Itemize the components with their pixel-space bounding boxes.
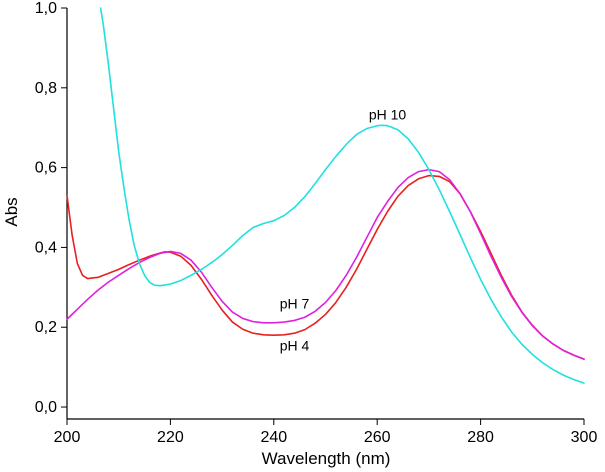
y-tick-label: 0,4 — [35, 239, 57, 256]
series-line-ph10 — [99, 7, 585, 384]
series-layer — [66, 7, 585, 384]
y-axis-ticks: 0,0 0,2 0,4 0,6 0,8 1,0 — [35, 0, 67, 416]
series-line-ph4 — [66, 174, 585, 360]
x-tick-label: 240 — [260, 429, 287, 446]
label-ph7: pH 7 — [280, 295, 310, 311]
label-ph4: pH 4 — [280, 337, 310, 353]
x-axis-ticks: 200 220 240 260 280 300 — [54, 419, 598, 446]
label-ph10: pH 10 — [369, 107, 407, 123]
x-tick-label: 220 — [157, 429, 184, 446]
y-tick-label: 0,2 — [35, 319, 57, 336]
y-tick-label: 1,0 — [35, 0, 57, 17]
x-tick-label: 260 — [364, 429, 391, 446]
axes — [66, 8, 584, 420]
x-tick-label: 280 — [467, 429, 494, 446]
x-axis-title: Wavelength (nm) — [262, 449, 391, 468]
y-tick-label: 0,8 — [35, 80, 57, 97]
annotation-layer: pH 10 pH 7 pH 4 — [280, 107, 407, 354]
y-tick-label: 0,0 — [35, 399, 57, 416]
y-axis-title: Abs — [2, 197, 21, 226]
series-line-ph7 — [66, 168, 585, 360]
x-tick-label: 200 — [54, 429, 81, 446]
y-tick-label: 0,6 — [35, 160, 57, 177]
x-tick-label: 300 — [571, 429, 598, 446]
